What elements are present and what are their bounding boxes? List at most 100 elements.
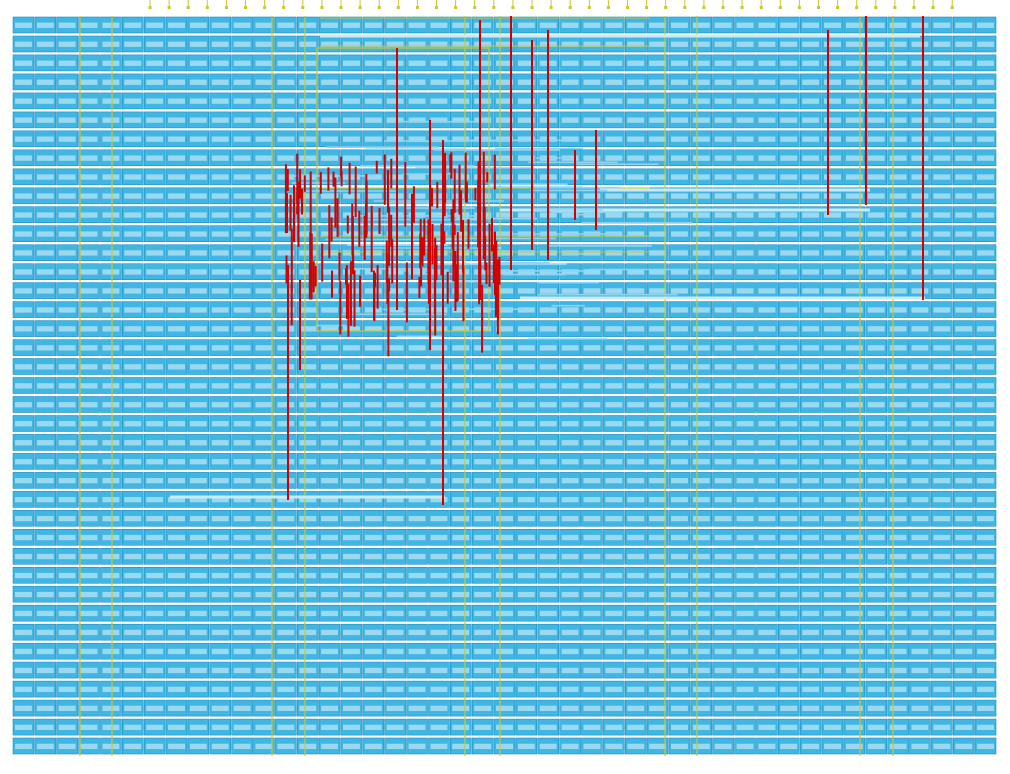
cell-label-box [36, 250, 54, 256]
cell-label-box [80, 193, 98, 199]
cell-label-box [867, 364, 885, 370]
cell-label-box [977, 667, 994, 674]
cell-label-box [15, 459, 32, 465]
cell-label-box [146, 98, 164, 104]
cell-label-box [758, 459, 776, 465]
cell-label-box [255, 402, 273, 408]
cell-label-box [343, 705, 360, 711]
cell-label-box [845, 667, 863, 674]
io-pins [148, 0, 954, 9]
cell-label-box [211, 610, 229, 617]
cell-label-box [408, 459, 426, 465]
cell-label-box [189, 459, 207, 465]
cell-label-box [627, 516, 645, 522]
cell-label-box [517, 497, 535, 503]
cell-label-box [780, 724, 798, 730]
cell-label-box [146, 572, 164, 579]
io-pin-pad [415, 6, 419, 9]
cell-label-box [452, 421, 470, 427]
cell-label-box [452, 383, 470, 389]
cell-label-box [671, 288, 688, 294]
cell-label-box [911, 497, 929, 503]
cell-label-box [496, 193, 513, 199]
cell-label-box [539, 516, 557, 522]
cell-label-box [277, 591, 295, 598]
cell-label-box [343, 155, 360, 161]
cell-label-box [911, 686, 929, 692]
cell-label-box [955, 136, 973, 142]
cell-label-box [517, 193, 535, 199]
cell-label-box [627, 724, 645, 730]
cell-label-box [58, 174, 76, 180]
cell-label-box [364, 250, 382, 256]
cell-label-box [692, 155, 710, 161]
cell-label-box [517, 572, 535, 579]
cell-label-box [496, 440, 513, 446]
cell-label-box [583, 250, 601, 256]
cell-label-box [845, 98, 863, 104]
cell-label-box [977, 478, 994, 484]
cell-label-box [58, 610, 76, 617]
cell-label-box [496, 421, 513, 427]
io-pin-pad [568, 6, 572, 9]
cell-label-box [364, 648, 382, 655]
cell-label-box [430, 648, 448, 655]
cell-label-box [474, 629, 492, 636]
cell-label-box [299, 572, 317, 579]
cell-label-box [736, 534, 754, 541]
cell-label-box [255, 743, 273, 749]
cell-label-box [517, 307, 535, 313]
cell-label-box [824, 22, 841, 28]
cell-label-box [758, 516, 776, 522]
cell-label-box [277, 117, 295, 123]
cell-label-box [36, 98, 54, 104]
cell-label-box [824, 136, 841, 142]
cell-label-box [649, 288, 666, 294]
cell-label-box [671, 648, 688, 655]
cell-label-box [15, 174, 32, 180]
cell-label-box [80, 136, 98, 142]
cell-label-box [802, 421, 820, 427]
cell-label-box [146, 193, 164, 199]
cell-label-box [933, 648, 951, 655]
cell-label-box [496, 459, 513, 465]
cell-label-box [277, 667, 295, 674]
cell-label-box [736, 250, 754, 256]
cell-label-box [889, 174, 907, 180]
cell-label-box [517, 440, 535, 446]
cell-label-box [911, 231, 929, 237]
cell-label-box [977, 705, 994, 711]
cell-label-box [605, 326, 623, 332]
cell-label-box [517, 591, 535, 598]
cell-label-box [124, 60, 142, 66]
cell-label-box [561, 326, 579, 332]
cell-label-box [758, 667, 776, 674]
cell-label-box [845, 629, 863, 636]
cell-label-box [736, 155, 754, 161]
cell-label-box [168, 383, 185, 389]
cell-label-box [189, 231, 207, 237]
cell-label-box [780, 402, 798, 408]
cell-label-box [736, 364, 754, 370]
cell-label-box [780, 136, 798, 142]
cell-label-box [430, 497, 448, 503]
cell-label-box [211, 572, 229, 579]
cell-label-box [299, 250, 317, 256]
cell-label-box [80, 516, 98, 522]
cell-label-box [146, 22, 164, 28]
cell-label-box [364, 421, 382, 427]
cell-label-box [343, 591, 360, 598]
cell-label-box [124, 402, 142, 408]
cell-label-box [649, 117, 666, 123]
cell-label-box [627, 705, 645, 711]
cell-label-box [736, 648, 754, 655]
cell-label-box [146, 743, 164, 749]
cell-label-box [671, 136, 688, 142]
cell-label-box [911, 136, 929, 142]
cell-label-box [452, 288, 470, 294]
cell-label-box [124, 724, 142, 730]
cell-label-box [189, 629, 207, 636]
cell-label-box [824, 383, 841, 389]
cell-label-box [911, 724, 929, 730]
cell-label-box [605, 212, 623, 218]
